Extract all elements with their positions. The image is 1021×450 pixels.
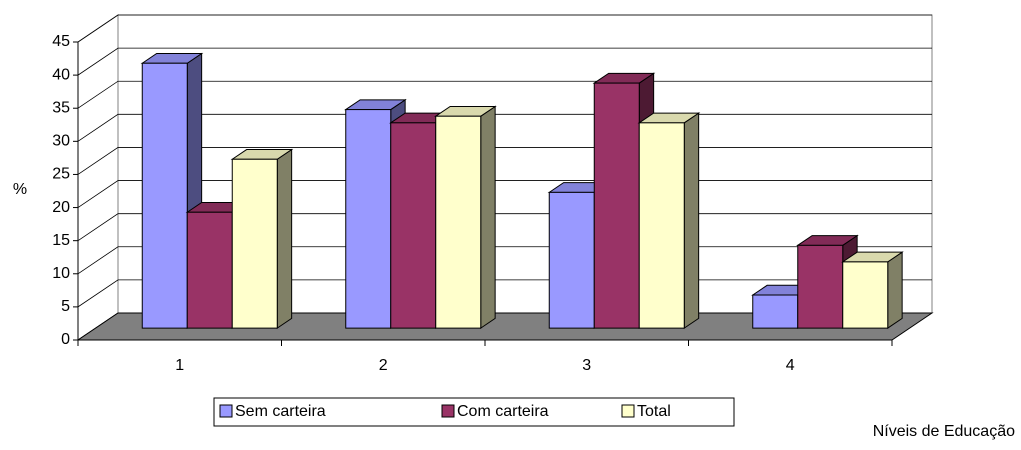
y-tick-label: 45 bbox=[52, 33, 70, 50]
bar bbox=[548, 191, 595, 329]
bar bbox=[435, 115, 482, 329]
bar bbox=[797, 244, 844, 329]
bar bbox=[752, 294, 799, 329]
bar-side bbox=[480, 105, 496, 330]
legend-label: Com carteira bbox=[457, 403, 549, 420]
y-tick-label: 15 bbox=[52, 232, 70, 249]
legend-label: Sem carteira bbox=[235, 403, 326, 420]
x-tick-label: 2 bbox=[379, 357, 388, 374]
y-tick-label: 20 bbox=[52, 199, 70, 216]
y-tick-label: 5 bbox=[61, 298, 70, 315]
bar bbox=[231, 158, 278, 329]
legend-swatch bbox=[621, 404, 635, 418]
y-tick-label: 10 bbox=[52, 265, 70, 282]
x-axis-label: Níveis de Educação bbox=[873, 423, 1015, 440]
grid-line bbox=[77, 47, 932, 76]
legend-label: Total bbox=[637, 403, 671, 420]
bar-side bbox=[276, 148, 293, 330]
legend-swatch bbox=[219, 404, 233, 418]
y-tick-label: 40 bbox=[52, 66, 70, 83]
x-tick-label: 4 bbox=[786, 357, 795, 374]
grid-line bbox=[77, 80, 932, 109]
y-tick-label: 25 bbox=[52, 166, 70, 183]
bar bbox=[186, 211, 233, 329]
legend-swatch bbox=[441, 404, 455, 418]
bar-side bbox=[683, 112, 700, 330]
bar bbox=[390, 122, 437, 329]
bar bbox=[345, 109, 392, 329]
x-tick-label: 3 bbox=[582, 357, 591, 374]
y-tick-label: 30 bbox=[52, 133, 70, 150]
grid-line bbox=[77, 14, 932, 43]
side-wall bbox=[77, 14, 119, 341]
legend-box bbox=[213, 397, 735, 427]
bar bbox=[638, 122, 685, 329]
bar bbox=[842, 261, 889, 329]
y-axis-label: % bbox=[13, 181, 27, 198]
bar bbox=[141, 62, 188, 329]
y-tick-label: 0 bbox=[61, 331, 70, 348]
x-tick-label: 1 bbox=[175, 357, 184, 374]
y-tick-label: 35 bbox=[52, 99, 70, 116]
bar-side bbox=[887, 251, 903, 330]
bar bbox=[593, 82, 640, 329]
